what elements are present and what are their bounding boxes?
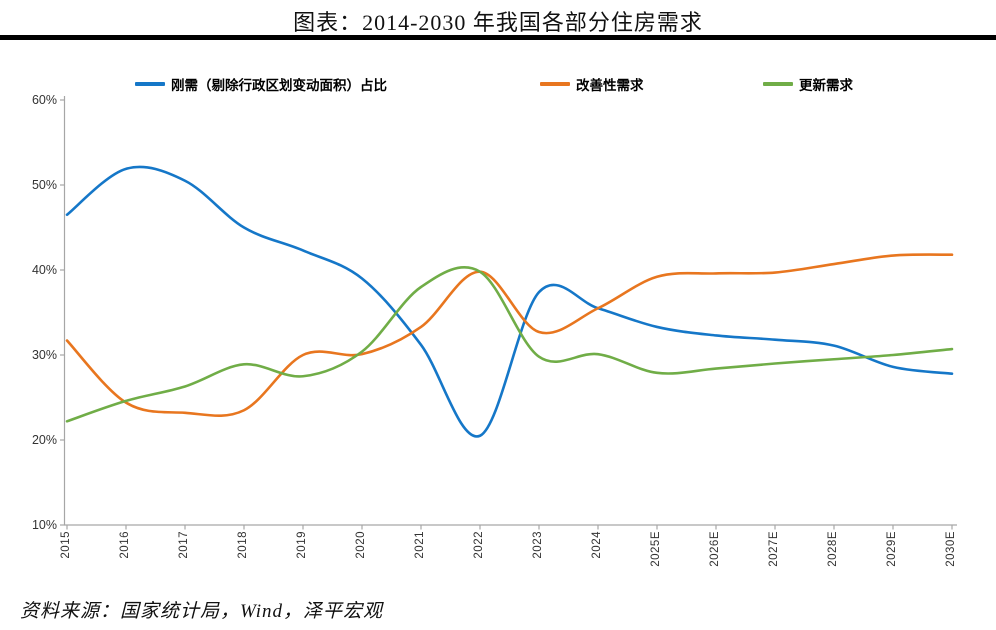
chart-title: 图表：2014-2030 年我国各部分住房需求 <box>293 10 703 35</box>
legend-label: 刚需（剔除行政区划变动面积）占比 <box>171 78 387 93</box>
x-tick-label: 2023 <box>532 531 544 559</box>
series-line-2 <box>65 253 954 417</box>
x-tick-label: 2016 <box>119 531 131 559</box>
legend-label: 更新需求 <box>799 78 853 93</box>
x-tick-label: 2028E <box>827 531 839 567</box>
x-tick-label: 2018 <box>237 531 249 559</box>
x-tick-label: 2019 <box>296 531 308 559</box>
x-tick-label: 2029E <box>886 531 898 567</box>
legend-swatch-icon <box>540 82 570 86</box>
series-line-1 <box>65 165 954 438</box>
legend-item-3: 更新需求 <box>763 76 853 93</box>
x-tick-label: 2025E <box>650 531 662 567</box>
y-tick-label: 20% <box>31 433 57 447</box>
legend-swatch-icon <box>763 82 793 86</box>
source-note: 资料来源：国家统计局，Wind，泽平宏观 <box>20 601 384 622</box>
x-tick-label: 2015 <box>60 531 72 559</box>
legend-item-1: 刚需（剔除行政区划变动面积）占比 <box>135 76 387 93</box>
x-tick-label: 2022 <box>473 531 485 559</box>
legend-label: 改善性需求 <box>576 78 644 93</box>
x-tick-label: 2020 <box>355 531 367 559</box>
legend-swatch-icon <box>135 82 165 86</box>
x-tick-label: 2027E <box>768 531 780 567</box>
series-line-3 <box>65 266 954 423</box>
y-tick-label: 10% <box>31 518 57 532</box>
x-tick-label: 2030E <box>945 531 957 567</box>
legend-item-2: 改善性需求 <box>540 76 644 93</box>
x-tick-label: 2026E <box>709 531 721 567</box>
y-tick-label: 30% <box>31 348 57 362</box>
x-tick-label: 2021 <box>414 531 426 559</box>
title-separator-rule <box>0 35 996 40</box>
x-tick-label: 2024 <box>591 531 603 559</box>
y-tick-label: 60% <box>31 93 57 107</box>
y-tick-label: 40% <box>31 263 57 277</box>
y-tick-label: 50% <box>31 178 57 192</box>
x-tick-label: 2017 <box>178 531 190 559</box>
